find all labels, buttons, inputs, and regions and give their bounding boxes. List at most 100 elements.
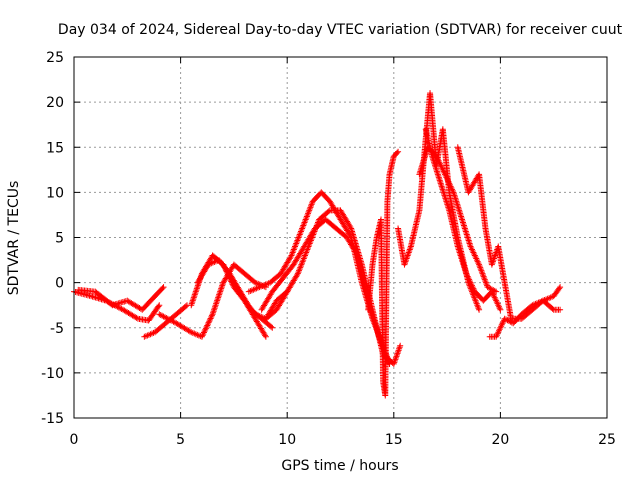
- data-point: [262, 333, 269, 340]
- series-spread-k: [365, 148, 402, 399]
- data-point: [190, 294, 197, 301]
- gridlines: [74, 57, 607, 418]
- data-point: [394, 350, 401, 357]
- data-point: [224, 270, 231, 277]
- y-tick-label: -5: [50, 321, 64, 337]
- data-point: [159, 285, 166, 292]
- axis-ticks: 0 5 10 15 20 25 -15 -10 -5 0 5 10 15 20 25: [41, 50, 616, 448]
- data-point: [396, 345, 403, 352]
- data-point: [294, 271, 301, 278]
- data-point: [192, 290, 199, 297]
- x-tick-label: 5: [176, 432, 185, 448]
- data-point: [221, 264, 228, 271]
- data-point: [191, 293, 198, 300]
- data-point: [216, 290, 223, 297]
- data-point: [200, 329, 207, 336]
- data-point: [188, 300, 195, 307]
- data-point: [190, 296, 197, 303]
- series-arc-a: [71, 288, 163, 324]
- data-point: [204, 321, 211, 328]
- data-point: [229, 281, 236, 288]
- data-point: [220, 262, 227, 269]
- data-point: [396, 344, 403, 351]
- y-tick-label: 5: [55, 231, 64, 247]
- data-point: [191, 291, 198, 298]
- x-tick-label: 20: [491, 432, 509, 448]
- data-point: [222, 265, 229, 272]
- data-point: [205, 319, 212, 326]
- data-point: [401, 261, 408, 268]
- data-point: [347, 224, 354, 231]
- data-point: [393, 351, 400, 358]
- data-point: [213, 299, 220, 306]
- data-point: [156, 302, 163, 309]
- data-point: [216, 291, 223, 298]
- data-point: [204, 322, 211, 329]
- data-point: [215, 293, 222, 300]
- data-point: [397, 342, 404, 349]
- data-point: [224, 271, 231, 278]
- data-point: [227, 277, 234, 284]
- data-point: [287, 253, 294, 260]
- data-point: [211, 306, 218, 313]
- data-point: [228, 279, 235, 286]
- x-tick-label: 10: [278, 432, 296, 448]
- series-arc-n: [422, 126, 504, 313]
- data-point: [198, 333, 205, 340]
- data-point: [549, 305, 556, 312]
- data-point: [206, 318, 213, 325]
- data-point: [208, 314, 215, 321]
- data-point: [206, 316, 213, 323]
- data-point: [393, 149, 400, 156]
- y-tick-label: 10: [46, 185, 64, 201]
- data-point: [395, 347, 402, 354]
- data-point: [228, 278, 235, 285]
- data-point: [226, 274, 233, 281]
- data-point: [404, 252, 411, 259]
- data-point: [155, 303, 162, 310]
- data-point: [212, 303, 219, 310]
- y-axis-label: SDTVAR / TECUs: [6, 181, 22, 296]
- data-point: [189, 297, 196, 304]
- data-point: [212, 302, 219, 309]
- data-point: [488, 261, 495, 268]
- data-point: [217, 288, 224, 295]
- y-tick-label: 0: [55, 276, 64, 292]
- data-point: [189, 299, 196, 306]
- data-point: [214, 297, 221, 304]
- data-point: [186, 328, 193, 335]
- series-arc-e: [188, 252, 269, 340]
- data-point: [407, 245, 414, 252]
- data-point: [218, 284, 225, 291]
- x-axis-label: GPS time / hours: [281, 458, 398, 474]
- data-point: [202, 326, 209, 333]
- data-point: [557, 284, 564, 291]
- data-point: [226, 275, 233, 282]
- data-point: [405, 251, 412, 258]
- data-point: [225, 272, 232, 279]
- chart-title: Day 034 of 2024, Sidereal Day-to-day VTE…: [58, 22, 623, 38]
- data-point: [220, 261, 227, 268]
- y-tick-label: 25: [46, 50, 64, 66]
- data-point: [200, 330, 207, 337]
- data-point: [223, 268, 230, 275]
- data-point: [133, 314, 140, 321]
- data-point: [207, 315, 214, 322]
- data-point: [211, 305, 218, 312]
- data-points: [71, 90, 564, 399]
- data-point: [213, 300, 220, 307]
- data-point: [406, 246, 413, 253]
- data-point: [405, 249, 412, 256]
- series-arc-b: [75, 284, 167, 313]
- data-point: [218, 285, 225, 292]
- data-point: [406, 248, 413, 255]
- y-tick-label: 20: [46, 95, 64, 111]
- data-point: [395, 348, 402, 355]
- data-point: [188, 302, 195, 309]
- y-tick-label: -10: [41, 366, 64, 382]
- data-point: [215, 294, 222, 301]
- data-point: [193, 285, 200, 292]
- data-point: [160, 284, 167, 291]
- data-point: [199, 332, 206, 339]
